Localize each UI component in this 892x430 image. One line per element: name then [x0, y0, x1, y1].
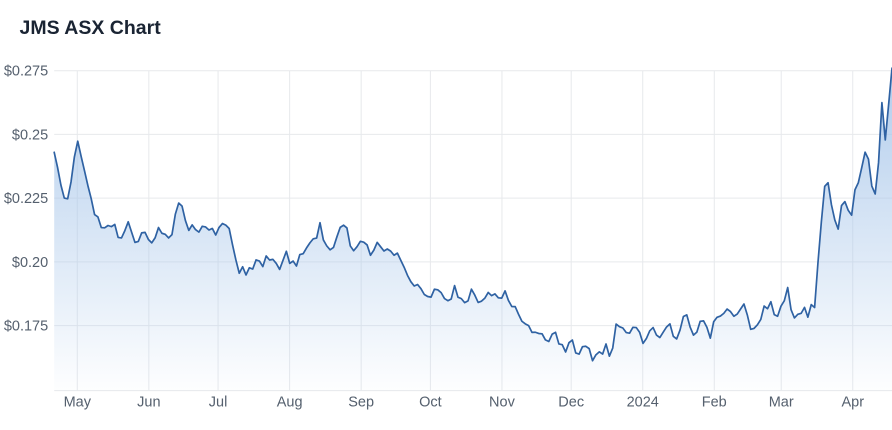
- svg-text:Nov: Nov: [489, 395, 516, 411]
- svg-text:Jul: Jul: [209, 395, 228, 411]
- svg-text:May: May: [64, 395, 92, 411]
- svg-text:Oct: Oct: [419, 395, 442, 411]
- svg-text:Aug: Aug: [277, 395, 303, 411]
- svg-text:Apr: Apr: [841, 395, 864, 411]
- svg-text:Mar: Mar: [769, 395, 794, 411]
- svg-text:Sep: Sep: [348, 395, 374, 411]
- svg-text:Dec: Dec: [558, 395, 584, 411]
- svg-text:$0.20: $0.20: [12, 255, 48, 271]
- svg-text:Jun: Jun: [137, 395, 160, 411]
- svg-text:Feb: Feb: [702, 395, 727, 411]
- svg-text:$0.175: $0.175: [4, 319, 48, 335]
- svg-text:$0.225: $0.225: [4, 191, 48, 207]
- svg-text:2024: 2024: [627, 395, 659, 411]
- svg-text:$0.275: $0.275: [4, 64, 48, 80]
- svg-text:$0.25: $0.25: [12, 127, 48, 143]
